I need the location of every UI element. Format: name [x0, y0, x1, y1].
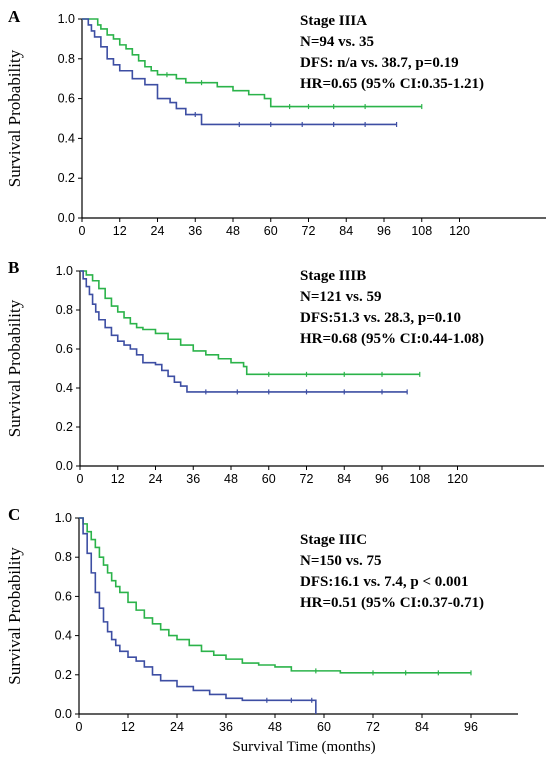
y-tick-label: 0.6 — [58, 92, 75, 106]
panel-b: B Survival Probability 0.0 0.2 0.4 0.6 0.8 1.0 0… — [5, 258, 544, 486]
y-tick-label: 0.8 — [56, 303, 73, 317]
x-tick-label: 60 — [264, 224, 278, 238]
x-tick-label: 60 — [317, 720, 331, 734]
y-tick-label: 0.2 — [58, 171, 75, 185]
y-tick-label: 0.2 — [56, 420, 73, 434]
y-axis-label: Survival Probability — [5, 547, 24, 685]
y-tick-label: 0.8 — [55, 550, 72, 564]
annotation-line: HR=0.65 (95% CI:0.35-1.21) — [300, 76, 484, 92]
x-tick-label: 0 — [79, 224, 86, 238]
x-tick-label: 84 — [339, 224, 353, 238]
x-tick-label: 36 — [219, 720, 233, 734]
x-tick-label: 48 — [224, 472, 238, 486]
x-tick-label: 24 — [151, 224, 165, 238]
y-tick-label: 0.0 — [58, 211, 75, 225]
x-tick-label: 84 — [415, 720, 429, 734]
annotation-line: N=94 vs. 35 — [300, 34, 374, 50]
x-tick-label: 72 — [366, 720, 380, 734]
x-tick-label: 108 — [409, 472, 430, 486]
x-tick-label: 84 — [337, 472, 351, 486]
x-tick-label: 24 — [149, 472, 163, 486]
y-tick-label: 1.0 — [56, 264, 73, 278]
annotation-line: Stage IIIA — [300, 13, 367, 29]
annotation-line: N=150 vs. 75 — [300, 553, 381, 569]
x-axis-label: Survival Time (months) — [232, 739, 375, 755]
survival-curve-blue — [80, 270, 408, 393]
x-tick-label: 24 — [170, 720, 184, 734]
x-tick-label: 12 — [111, 472, 125, 486]
panel-c: C Survival Probability 0.0 0.2 0.4 0.6 0.8 1.0 0… — [5, 505, 518, 734]
survival-curve-green — [80, 270, 420, 376]
y-axis-label: Survival Probability — [5, 49, 24, 187]
x-tick-label: 60 — [262, 472, 276, 486]
y-axis-label: Survival Probability — [5, 299, 24, 437]
y-tick-label: 0.8 — [58, 52, 75, 66]
y-tick-label: 1.0 — [58, 12, 75, 26]
x-tick-label: 36 — [186, 472, 200, 486]
survival-curve-green — [82, 18, 422, 108]
annotation-line: Stage IIIC — [300, 532, 367, 548]
y-tick-label: 0.4 — [58, 131, 75, 145]
panel-letter: C — [8, 505, 20, 524]
x-tick-label: 48 — [226, 224, 240, 238]
annotation-line: DFS: n/a vs. 38.7, p=0.19 — [300, 55, 459, 71]
annotation-line: HR=0.51 (95% CI:0.37-0.71) — [300, 595, 484, 611]
y-tick-label: 0.6 — [55, 589, 72, 603]
survival-curve-green — [79, 517, 471, 674]
x-tick-label: 12 — [121, 720, 135, 734]
y-tick-label: 0.6 — [56, 342, 73, 356]
x-tick-label: 72 — [302, 224, 316, 238]
y-tick-label: 0.2 — [55, 668, 72, 682]
annotation-line: DFS:51.3 vs. 28.3, p=0.10 — [300, 310, 461, 326]
annotation-line: DFS:16.1 vs. 7.4, p < 0.001 — [300, 574, 469, 590]
x-tick-label: 96 — [464, 720, 478, 734]
x-tick-label: 96 — [377, 224, 391, 238]
y-tick-label: 0.0 — [56, 459, 73, 473]
y-tick-label: 0.0 — [55, 707, 72, 721]
x-tick-label: 120 — [449, 224, 470, 238]
x-tick-label: 12 — [113, 224, 127, 238]
y-tick-label: 0.4 — [55, 629, 72, 643]
x-tick-label: 0 — [76, 720, 83, 734]
x-tick-label: 120 — [447, 472, 468, 486]
annotation-line: Stage IIIB — [300, 268, 366, 284]
x-tick-label: 48 — [268, 720, 282, 734]
x-tick-label: 96 — [375, 472, 389, 486]
panel-letter: A — [8, 7, 21, 26]
x-tick-label: 72 — [300, 472, 314, 486]
x-tick-label: 108 — [411, 224, 432, 238]
y-tick-label: 1.0 — [55, 511, 72, 525]
annotation-line: N=121 vs. 59 — [300, 289, 381, 305]
survival-curve-blue — [79, 517, 317, 714]
panel-letter: B — [8, 258, 19, 277]
survival-curve-blue — [82, 18, 397, 126]
x-tick-label: 36 — [188, 224, 202, 238]
annotation-line: HR=0.68 (95% CI:0.44-1.08) — [300, 331, 484, 347]
x-tick-label: 0 — [77, 472, 84, 486]
y-tick-label: 0.4 — [56, 381, 73, 395]
panel-a: A Survival Probability 0.0 0.2 0.4 0.6 0.8 1.0 0… — [5, 7, 546, 238]
